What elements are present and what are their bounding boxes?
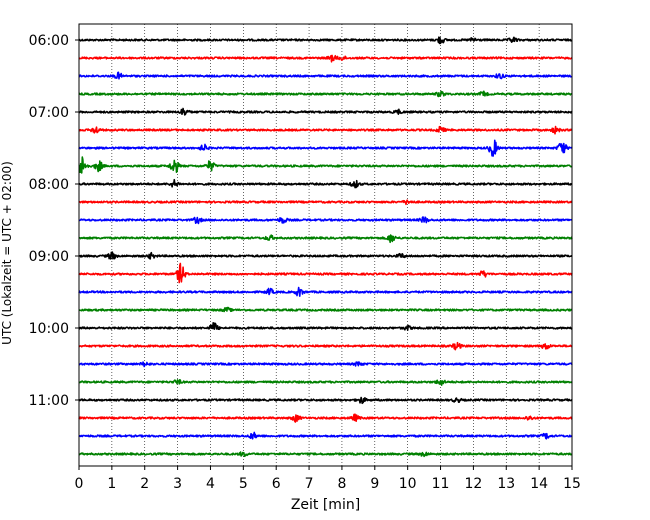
y-tick-label: 09:00 [29,249,69,265]
trace-0600 [78,36,573,45]
x-tick-label: 5 [239,476,248,492]
trace-1000 [78,321,573,331]
x-tick-label: 10 [399,476,417,492]
seismic-traces [78,36,573,458]
trace-0745 [78,156,573,174]
trace-1130 [78,431,573,440]
x-tick-label: 9 [370,476,379,492]
trace-0830 [78,216,573,225]
y-tick-label: 10:00 [29,321,69,337]
trace-0900 [78,251,573,260]
x-tick-label: 11 [432,476,450,492]
trace-0800 [78,178,573,189]
x-tick-label: 4 [206,476,215,492]
y-axis-label: UTC (Lokalzeit = UTC + 02:00) [0,161,14,345]
y-tick-label: 08:00 [29,177,69,193]
x-tick-label: 0 [75,476,84,492]
trace-1100 [78,396,573,405]
x-tick-label: 1 [107,476,116,492]
y-axis-ticks: 06:00 07:00 08:00 09:00 10:00 11:00 [29,33,79,409]
trace-0700 [78,107,573,116]
trace-0945 [78,306,573,313]
y-tick-label: 11:00 [29,393,69,409]
trace-1015 [78,341,573,351]
trace-0630 [78,71,573,80]
trace-1115 [78,413,573,423]
x-axis-ticks: 0 1 2 3 4 5 6 7 8 9 10 11 12 13 14 15 [75,466,581,492]
x-tick-label: 3 [173,476,182,492]
y-tick-label: 07:00 [29,105,69,121]
y-tick-label: 06:00 [29,33,69,49]
trace-0930 [78,286,573,297]
x-tick-label: 13 [497,476,515,492]
trace-0730 [78,139,573,157]
trace-0715 [78,125,573,135]
trace-0845 [78,234,573,244]
x-tick-label: 2 [140,476,149,492]
x-tick-label: 12 [464,476,482,492]
trace-0915 [78,262,573,284]
plot-frame [78,23,573,467]
trace-0615 [78,54,573,63]
x-tick-label: 15 [563,476,581,492]
x-tick-label: 14 [530,476,548,492]
trace-0815 [78,199,573,206]
trace-0645 [78,90,573,98]
x-tick-label: 6 [272,476,281,492]
x-axis-label: Zeit [min] [291,497,360,513]
x-tick-label: 8 [337,476,346,492]
trace-1045 [78,379,573,386]
trace-1030 [78,361,573,368]
x-tick-label: 7 [305,476,314,492]
trace-1145 [78,451,573,458]
